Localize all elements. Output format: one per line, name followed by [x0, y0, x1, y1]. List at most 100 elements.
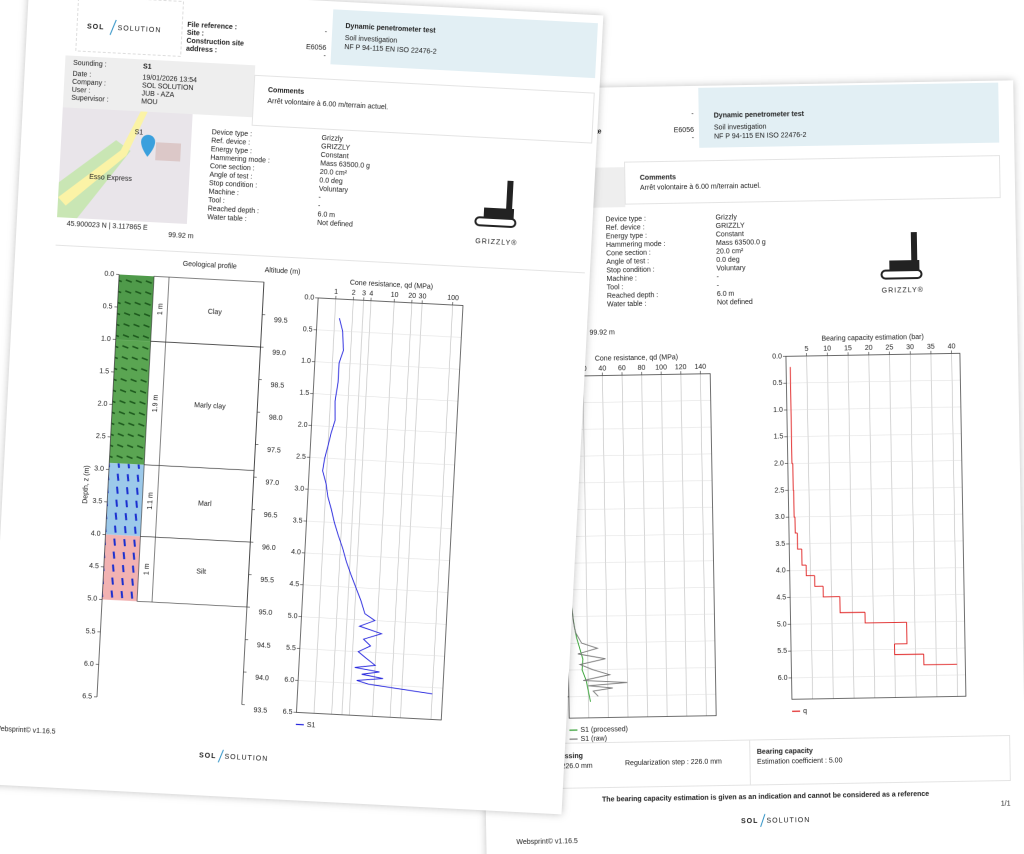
grid-line [563, 400, 711, 404]
field-label: Tool : [208, 197, 225, 205]
grid-line [567, 640, 715, 644]
grid-line [430, 304, 453, 720]
y-tick-label: 5.5 [286, 645, 296, 653]
grid-line [791, 674, 966, 679]
step-segment [894, 622, 908, 645]
map-altitude: 99.92 m [168, 232, 194, 240]
field-label: Ref. device : [211, 137, 250, 146]
thickness-divider [165, 277, 170, 343]
y-tick-label: 5.0 [288, 613, 298, 621]
step-segment [796, 533, 802, 550]
grid-line [566, 533, 714, 537]
field-label: Reached depth : [208, 205, 260, 215]
grid-line [311, 425, 457, 434]
field-label: Supervisor : [71, 95, 109, 104]
field-label: Water table : [207, 214, 247, 223]
field-value: Grizzly [321, 135, 343, 143]
field-value: GRIZZLY [321, 143, 351, 152]
y-tick-label: 6.0 [284, 677, 294, 685]
comments-title: Comments [268, 87, 305, 96]
altitude-tick-label: 99.5 [274, 317, 288, 325]
x-tick-label: 4 [369, 290, 373, 297]
y-tick-label: 2.5 [96, 433, 106, 441]
grizzly-track [474, 216, 517, 228]
footer-version: Websprint© v1.16.5 [516, 837, 578, 846]
x-tick-label: 30 [906, 344, 914, 351]
logo-slash [217, 749, 224, 763]
field-label: Stop condition : [606, 266, 654, 274]
plot-frame [562, 373, 717, 719]
field-value: - [325, 29, 328, 36]
field-label: Cone section : [606, 250, 651, 258]
grid-line [372, 301, 395, 717]
field-label: Angle of test : [209, 171, 252, 180]
field-value: E6056 [674, 127, 694, 134]
grid-line [313, 298, 337, 714]
field-label: Tool : [607, 284, 624, 291]
field-label: Stop condition : [209, 180, 258, 190]
grid-line [680, 374, 688, 717]
footer-version: Websprint© v1.16.5 [0, 724, 56, 735]
y-tick-label: 1.5 [99, 368, 109, 376]
grid-line [806, 355, 813, 699]
axis-label: Depth, z (m) [82, 465, 91, 504]
data-line [322, 318, 433, 695]
field-label: Machine : [607, 275, 638, 283]
grid-line [564, 453, 712, 457]
field-value: - [691, 111, 694, 118]
x-tick-label: 100 [655, 364, 667, 371]
layer-name: Marly clay [194, 402, 226, 411]
step-segment [839, 596, 865, 614]
legend-label: S1 (raw) [581, 735, 608, 742]
grid-line [341, 300, 364, 715]
report-page-1: SOL SOLUTION File reference : - Site :Constr… [0, 0, 598, 763]
map-label: Esso Express [89, 174, 133, 183]
grid-line [660, 374, 668, 717]
comments-text: Arrêt volontaire à 6.00 m/terrain actuel… [640, 183, 761, 192]
field-value: 20.0 cm² [716, 248, 744, 255]
grizzly-body [889, 260, 920, 271]
brand: GRIZZLY® [475, 237, 518, 247]
y-tick-label: 3.0 [94, 466, 104, 474]
test-title: Dynamic penetrometer test [714, 111, 805, 120]
grid-line [331, 299, 354, 715]
test-title: Dynamic penetrometer test [345, 23, 436, 35]
logo-solution: SOLUTION [766, 817, 810, 825]
field-value: - [692, 135, 695, 142]
field-value: - [717, 282, 720, 289]
field-value: - [318, 194, 321, 201]
field-value: 0.0 deg [716, 256, 740, 263]
grid-line [786, 406, 961, 411]
y-tick-label: 5.5 [777, 648, 787, 655]
field-label: Machine : [208, 188, 239, 197]
field-value: - [323, 53, 326, 60]
step-segment [791, 436, 793, 464]
layer-name: Silt [196, 569, 206, 577]
field-value: Mass 63500.0 g [320, 160, 370, 170]
y-tick-label: 4.5 [89, 563, 99, 571]
grid-line [951, 353, 958, 697]
field-value: Constant [320, 152, 348, 160]
field-value: 0.0 deg [319, 177, 343, 185]
layer-cell [136, 535, 251, 608]
layer-hatch [102, 534, 141, 602]
test-line: Soil investigation [345, 35, 398, 45]
grid-line [309, 457, 455, 466]
field-label: Construction site [186, 38, 244, 48]
field-label: Date : [72, 71, 91, 79]
grid-line [567, 613, 715, 617]
layer-name: Marl [198, 500, 212, 508]
grid-line [314, 361, 460, 370]
altitude-axis [241, 282, 265, 705]
logo-box [75, 0, 185, 57]
sounding-label: Sounding : [73, 60, 107, 69]
processing-field: Regularization step : 226.0 mm [625, 758, 722, 767]
grid-line [787, 433, 962, 437]
layer-name: Clay [208, 309, 223, 317]
map-label: S1 [134, 129, 143, 136]
grid-line [789, 540, 964, 545]
map-building [155, 142, 182, 162]
altitude-tick-label: 95.5 [260, 577, 274, 585]
altitude-tick-label: 94.0 [255, 674, 269, 682]
